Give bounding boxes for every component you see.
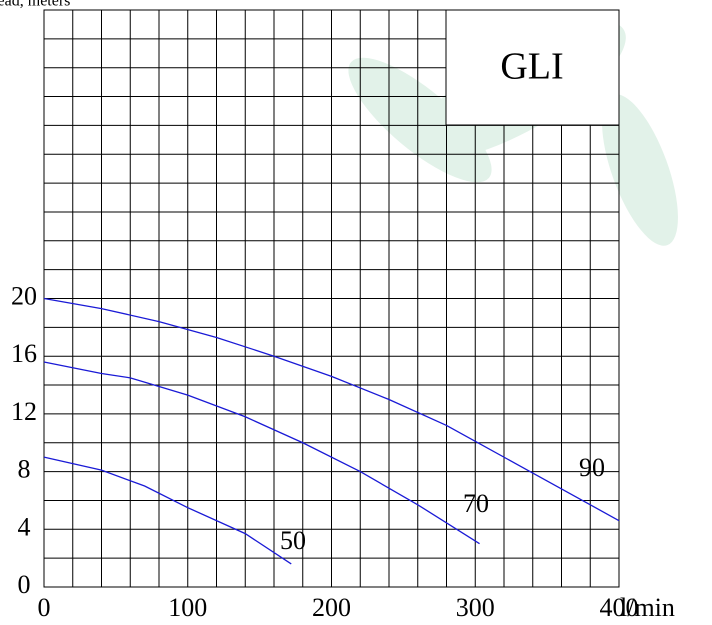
x-tick-label: 0 <box>38 593 51 622</box>
curve-label: 90 <box>579 453 605 482</box>
pump-curve <box>43 297 620 522</box>
curve-label: 50 <box>280 526 306 555</box>
logo-box <box>445 9 620 126</box>
y-tick-label: 16 <box>11 339 37 368</box>
y-tick-label: 12 <box>11 397 37 426</box>
y-tick-label: 8 <box>18 455 31 484</box>
y-axis-label: Head, meters <box>0 0 70 10</box>
pump-curve <box>43 456 292 565</box>
x-tick-label: 200 <box>312 593 351 622</box>
curve-label: 70 <box>463 489 489 518</box>
x-tick-label: 400 <box>600 593 639 622</box>
y-tick-label: 4 <box>18 512 31 541</box>
y-tick-label: 20 <box>11 281 37 310</box>
pump-curve <box>43 361 480 545</box>
x-axis-label: l/min <box>620 593 675 622</box>
y-tick-label: 0 <box>18 570 31 599</box>
logo-text: GLI <box>500 46 563 88</box>
x-tick-label: 100 <box>168 593 207 622</box>
x-tick-label: 300 <box>456 593 495 622</box>
